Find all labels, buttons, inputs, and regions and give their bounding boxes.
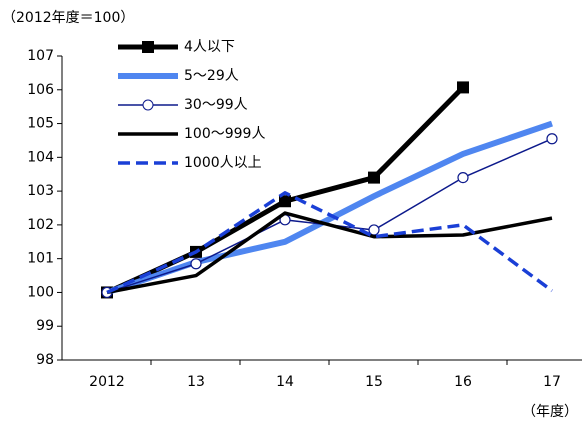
legend-marker — [142, 99, 154, 111]
marker — [546, 133, 558, 145]
y-tick-label: 100 — [27, 284, 54, 300]
marker — [279, 195, 291, 208]
legend-label: 1000人以上 — [184, 155, 262, 171]
y-tick-label: 103 — [27, 183, 54, 199]
y-tick-label: 101 — [27, 251, 54, 267]
series-line — [106, 211, 553, 295]
legend-label: 5～29人 — [184, 68, 239, 84]
marker — [457, 172, 469, 184]
marker — [190, 258, 202, 270]
marker — [457, 81, 469, 94]
subtitle: （2012年度＝100） — [2, 10, 134, 26]
x-tick-label: 14 — [276, 374, 294, 390]
y-tick-label: 105 — [27, 116, 54, 132]
y-tick-label: 107 — [27, 48, 54, 64]
legend-label: 4人以下 — [184, 39, 235, 55]
x-axis-label: （年度） — [522, 404, 578, 420]
x-tick-label: 17 — [543, 374, 561, 390]
y-tick-label: 98 — [36, 352, 54, 368]
x-tick-label: 2012 — [89, 374, 125, 390]
legend-label: 100～999人 — [184, 126, 265, 142]
marker — [368, 171, 380, 184]
series-line — [105, 85, 465, 295]
series-line — [106, 191, 554, 295]
series-line — [106, 120, 553, 296]
x-tick-label: 15 — [365, 374, 383, 390]
y-tick-label: 99 — [36, 318, 54, 334]
y-tick-label: 102 — [27, 217, 54, 233]
x-tick-label: 13 — [187, 374, 205, 390]
legend-label: 30～99人 — [184, 97, 248, 113]
legend-marker — [142, 41, 154, 53]
y-tick-label: 106 — [27, 82, 54, 98]
y-tick-label: 104 — [27, 149, 54, 165]
x-tick-label: 16 — [454, 374, 472, 390]
